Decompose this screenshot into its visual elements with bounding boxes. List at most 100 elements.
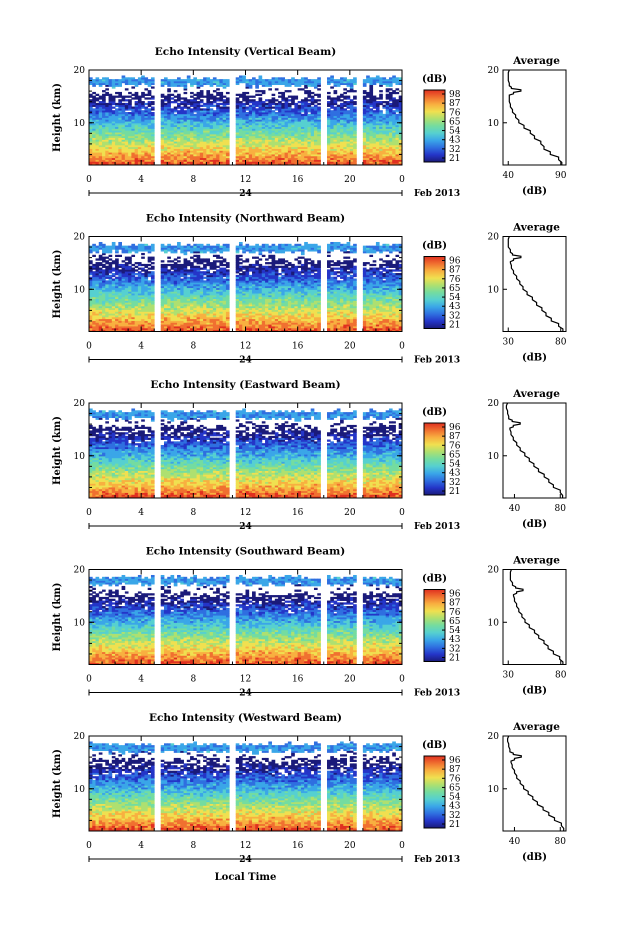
heatmap-cell xyxy=(213,96,217,98)
heatmap-cell xyxy=(389,103,393,105)
heatmap-cell xyxy=(278,77,282,79)
heatmap-cell xyxy=(249,96,253,98)
heatmap-cell xyxy=(255,108,259,110)
heatmap-cell xyxy=(141,273,145,275)
heatmap-cell xyxy=(382,101,386,103)
heatmap-cell xyxy=(369,77,373,79)
heatmap-cell xyxy=(161,260,165,262)
heatmap-cell xyxy=(275,112,279,114)
heatmap-cell xyxy=(265,79,269,81)
heatmap-cell xyxy=(281,103,285,105)
heatmap-cell xyxy=(213,77,217,79)
heatmap-cell xyxy=(386,101,390,103)
heatmap-cell xyxy=(236,97,240,99)
heatmap-cell xyxy=(118,79,122,81)
heatmap-cell xyxy=(298,79,302,81)
heatmap-cell xyxy=(164,77,168,79)
heatmap-cell xyxy=(294,79,298,81)
heatmap-cell xyxy=(118,242,122,244)
heatmap-cell xyxy=(334,107,338,109)
colorbar-label: (dB) xyxy=(422,74,447,85)
heatmap-cell xyxy=(265,99,269,101)
heatmap-cell xyxy=(216,88,220,90)
heatmap-cell xyxy=(366,92,370,94)
heatmap-cell xyxy=(278,96,282,98)
heatmap-cell xyxy=(379,101,383,103)
heatmap-cell xyxy=(99,255,103,257)
heatmap-cell xyxy=(392,75,396,77)
heatmap-cell xyxy=(164,264,168,266)
heatmap-cell xyxy=(180,79,184,81)
heatmap-cell xyxy=(167,269,171,271)
heatmap-cell xyxy=(314,99,318,101)
heatmap-cell xyxy=(161,99,165,101)
heatmap-cell xyxy=(102,77,106,79)
heatmap-cell xyxy=(347,79,351,81)
heatmap-cell xyxy=(298,88,302,90)
heatmap-cell xyxy=(99,242,103,244)
heatmap-cell xyxy=(174,107,178,109)
heatmap-cell xyxy=(307,99,311,101)
heatmap-cell xyxy=(122,246,126,248)
heatmap-cell xyxy=(89,266,93,268)
heatmap-cell xyxy=(190,79,194,81)
average-x-tick-label: 40 xyxy=(503,171,515,181)
heatmap-cell xyxy=(167,79,171,81)
heatmap-cell xyxy=(343,88,347,90)
heatmap-cell xyxy=(96,97,100,99)
heatmap-cell xyxy=(105,266,109,268)
heatmap-cell xyxy=(285,90,289,92)
heatmap-cell xyxy=(311,96,315,98)
heatmap-cell xyxy=(317,94,321,96)
heatmap-cell xyxy=(99,79,103,81)
heatmap-cell xyxy=(203,96,207,98)
heatmap-cell xyxy=(151,86,155,88)
heatmap-cell xyxy=(125,112,129,114)
heatmap-cell xyxy=(226,92,230,94)
heatmap-cell xyxy=(180,264,184,266)
heatmap-cell xyxy=(285,79,289,81)
heatmap-cell xyxy=(135,246,139,248)
heatmap-cell xyxy=(96,262,100,264)
heatmap-cell xyxy=(272,94,276,96)
heatmap-cell xyxy=(187,277,191,279)
heatmap-cell xyxy=(210,108,214,110)
heatmap-cell xyxy=(118,269,122,271)
heatmap-cell xyxy=(92,96,96,98)
heatmap-cell xyxy=(347,96,351,98)
heatmap-cell xyxy=(112,107,116,109)
heatmap-cell xyxy=(92,255,96,257)
heatmap-cell xyxy=(294,103,298,105)
heatmap-cell xyxy=(193,94,197,96)
heatmap-cell xyxy=(161,94,165,96)
heatmap-cell xyxy=(382,114,386,116)
heatmap-cell xyxy=(259,75,263,77)
heatmap-cell xyxy=(89,94,93,96)
heatmap-cell xyxy=(246,107,250,109)
heatmap-cell xyxy=(151,244,155,246)
heatmap-cell xyxy=(151,262,155,264)
heatmap-cell xyxy=(340,103,344,105)
heatmap-cell xyxy=(291,108,295,110)
heatmap-cell xyxy=(389,77,393,79)
heatmap-cell xyxy=(382,105,386,107)
heatmap-cell xyxy=(246,92,250,94)
heatmap-cell xyxy=(213,90,217,92)
heatmap-cell xyxy=(167,257,171,259)
heatmap-cell xyxy=(353,90,357,92)
x-tick-label: 0 xyxy=(399,175,405,185)
heatmap-cell xyxy=(151,77,155,79)
heatmap-cell xyxy=(379,90,383,92)
heatmap-cell xyxy=(141,101,145,103)
heatmap-cell xyxy=(171,260,175,262)
heatmap-cell xyxy=(327,77,331,79)
heatmap-cell xyxy=(135,101,139,103)
heatmap-cell xyxy=(105,77,109,79)
panel-title: Echo Intensity (Vertical Beam) xyxy=(155,46,336,58)
heatmap-cell xyxy=(115,108,119,110)
heatmap-cell xyxy=(122,103,126,105)
heatmap-cell xyxy=(203,103,207,105)
heatmap-cell xyxy=(131,244,135,246)
heatmap-cell xyxy=(216,92,220,94)
heatmap-cell xyxy=(151,96,155,98)
